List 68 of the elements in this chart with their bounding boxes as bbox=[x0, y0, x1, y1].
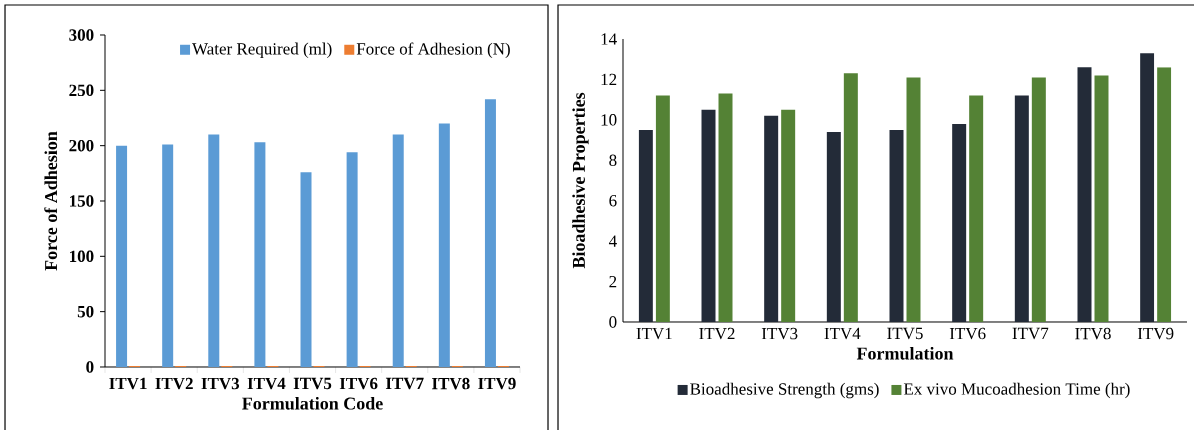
x-tick-label: ITV4 bbox=[247, 377, 286, 390]
bar bbox=[764, 115, 779, 322]
x-tick-label: ITV2 bbox=[699, 327, 735, 340]
y-tick-label: 0 bbox=[609, 316, 617, 328]
legend-label: Force of Adhesion (N) bbox=[356, 42, 510, 59]
bar bbox=[906, 77, 921, 322]
x-tick-label: ITV5 bbox=[887, 327, 923, 340]
bar bbox=[718, 93, 733, 322]
y-tick-label: 150 bbox=[70, 195, 94, 207]
x-tick-label: ITV7 bbox=[385, 377, 424, 390]
bar bbox=[438, 123, 450, 367]
y-tick-label: 4 bbox=[608, 235, 617, 247]
bar bbox=[826, 131, 841, 322]
x-tick-label: ITV1 bbox=[109, 377, 147, 390]
y-tick-label: 100 bbox=[70, 250, 94, 263]
y-tick-label: 6 bbox=[609, 194, 617, 207]
bar bbox=[1157, 67, 1172, 322]
legend-label: Bioadhesive Strength (gms) bbox=[690, 382, 879, 399]
bar bbox=[843, 73, 858, 322]
bar bbox=[1094, 75, 1109, 322]
bar bbox=[1031, 77, 1046, 322]
legend-label: Water Required (ml) bbox=[192, 42, 332, 59]
bar bbox=[116, 145, 128, 367]
bar bbox=[952, 123, 967, 322]
x-tick-label: ITV3 bbox=[761, 327, 798, 340]
bar bbox=[1077, 67, 1092, 322]
bar bbox=[208, 134, 220, 367]
x-tick-label: ITV1 bbox=[636, 327, 672, 340]
x-axis-title: Formulation Code bbox=[242, 396, 383, 410]
bar bbox=[969, 95, 984, 322]
bar bbox=[781, 109, 796, 322]
y-axis-title: Force of Adhesion bbox=[44, 131, 58, 271]
y-tick-label: 8 bbox=[609, 154, 617, 167]
y-tick-label: 250 bbox=[69, 84, 94, 97]
x-tick-label: ITV6 bbox=[339, 377, 378, 390]
bar bbox=[392, 134, 404, 367]
y-tick-label: 2 bbox=[609, 275, 617, 288]
bar bbox=[889, 129, 904, 322]
bar bbox=[254, 142, 266, 367]
y-tick-label: 50 bbox=[77, 305, 94, 318]
x-tick-label: ITV9 bbox=[478, 377, 516, 390]
x-tick-label: ITV8 bbox=[1075, 327, 1111, 340]
bar bbox=[701, 109, 716, 322]
y-tick-label: 300 bbox=[69, 29, 94, 41]
y-tick-label: 0 bbox=[86, 361, 94, 373]
y-axis-title: Bioadhesive Properties bbox=[572, 92, 589, 269]
y-tick-label: 14 bbox=[601, 33, 617, 45]
y-tick-label: 12 bbox=[601, 73, 617, 86]
bar bbox=[162, 144, 174, 367]
x-tick-label: ITV8 bbox=[432, 377, 470, 390]
x-tick-label: ITV6 bbox=[949, 327, 986, 340]
x-tick-label: ITV7 bbox=[1012, 327, 1049, 340]
y-tick-label: 10 bbox=[601, 114, 617, 126]
bar bbox=[484, 99, 496, 367]
x-tick-label: ITV2 bbox=[155, 377, 193, 390]
x-tick-label: ITV3 bbox=[201, 377, 240, 390]
x-tick-label: ITV9 bbox=[1137, 327, 1174, 340]
bar bbox=[1014, 95, 1029, 322]
bar bbox=[1140, 53, 1155, 322]
x-axis-title: Formulation bbox=[856, 346, 954, 360]
bar bbox=[300, 172, 312, 367]
x-tick-label: ITV5 bbox=[293, 377, 332, 390]
x-tick-label: ITV4 bbox=[824, 327, 861, 340]
bar bbox=[346, 152, 358, 367]
bar bbox=[638, 129, 653, 322]
y-tick-label: 200 bbox=[69, 139, 94, 152]
legend-label: Ex vivo Mucoadhesion Time (hr) bbox=[903, 382, 1130, 399]
bar bbox=[655, 95, 670, 322]
